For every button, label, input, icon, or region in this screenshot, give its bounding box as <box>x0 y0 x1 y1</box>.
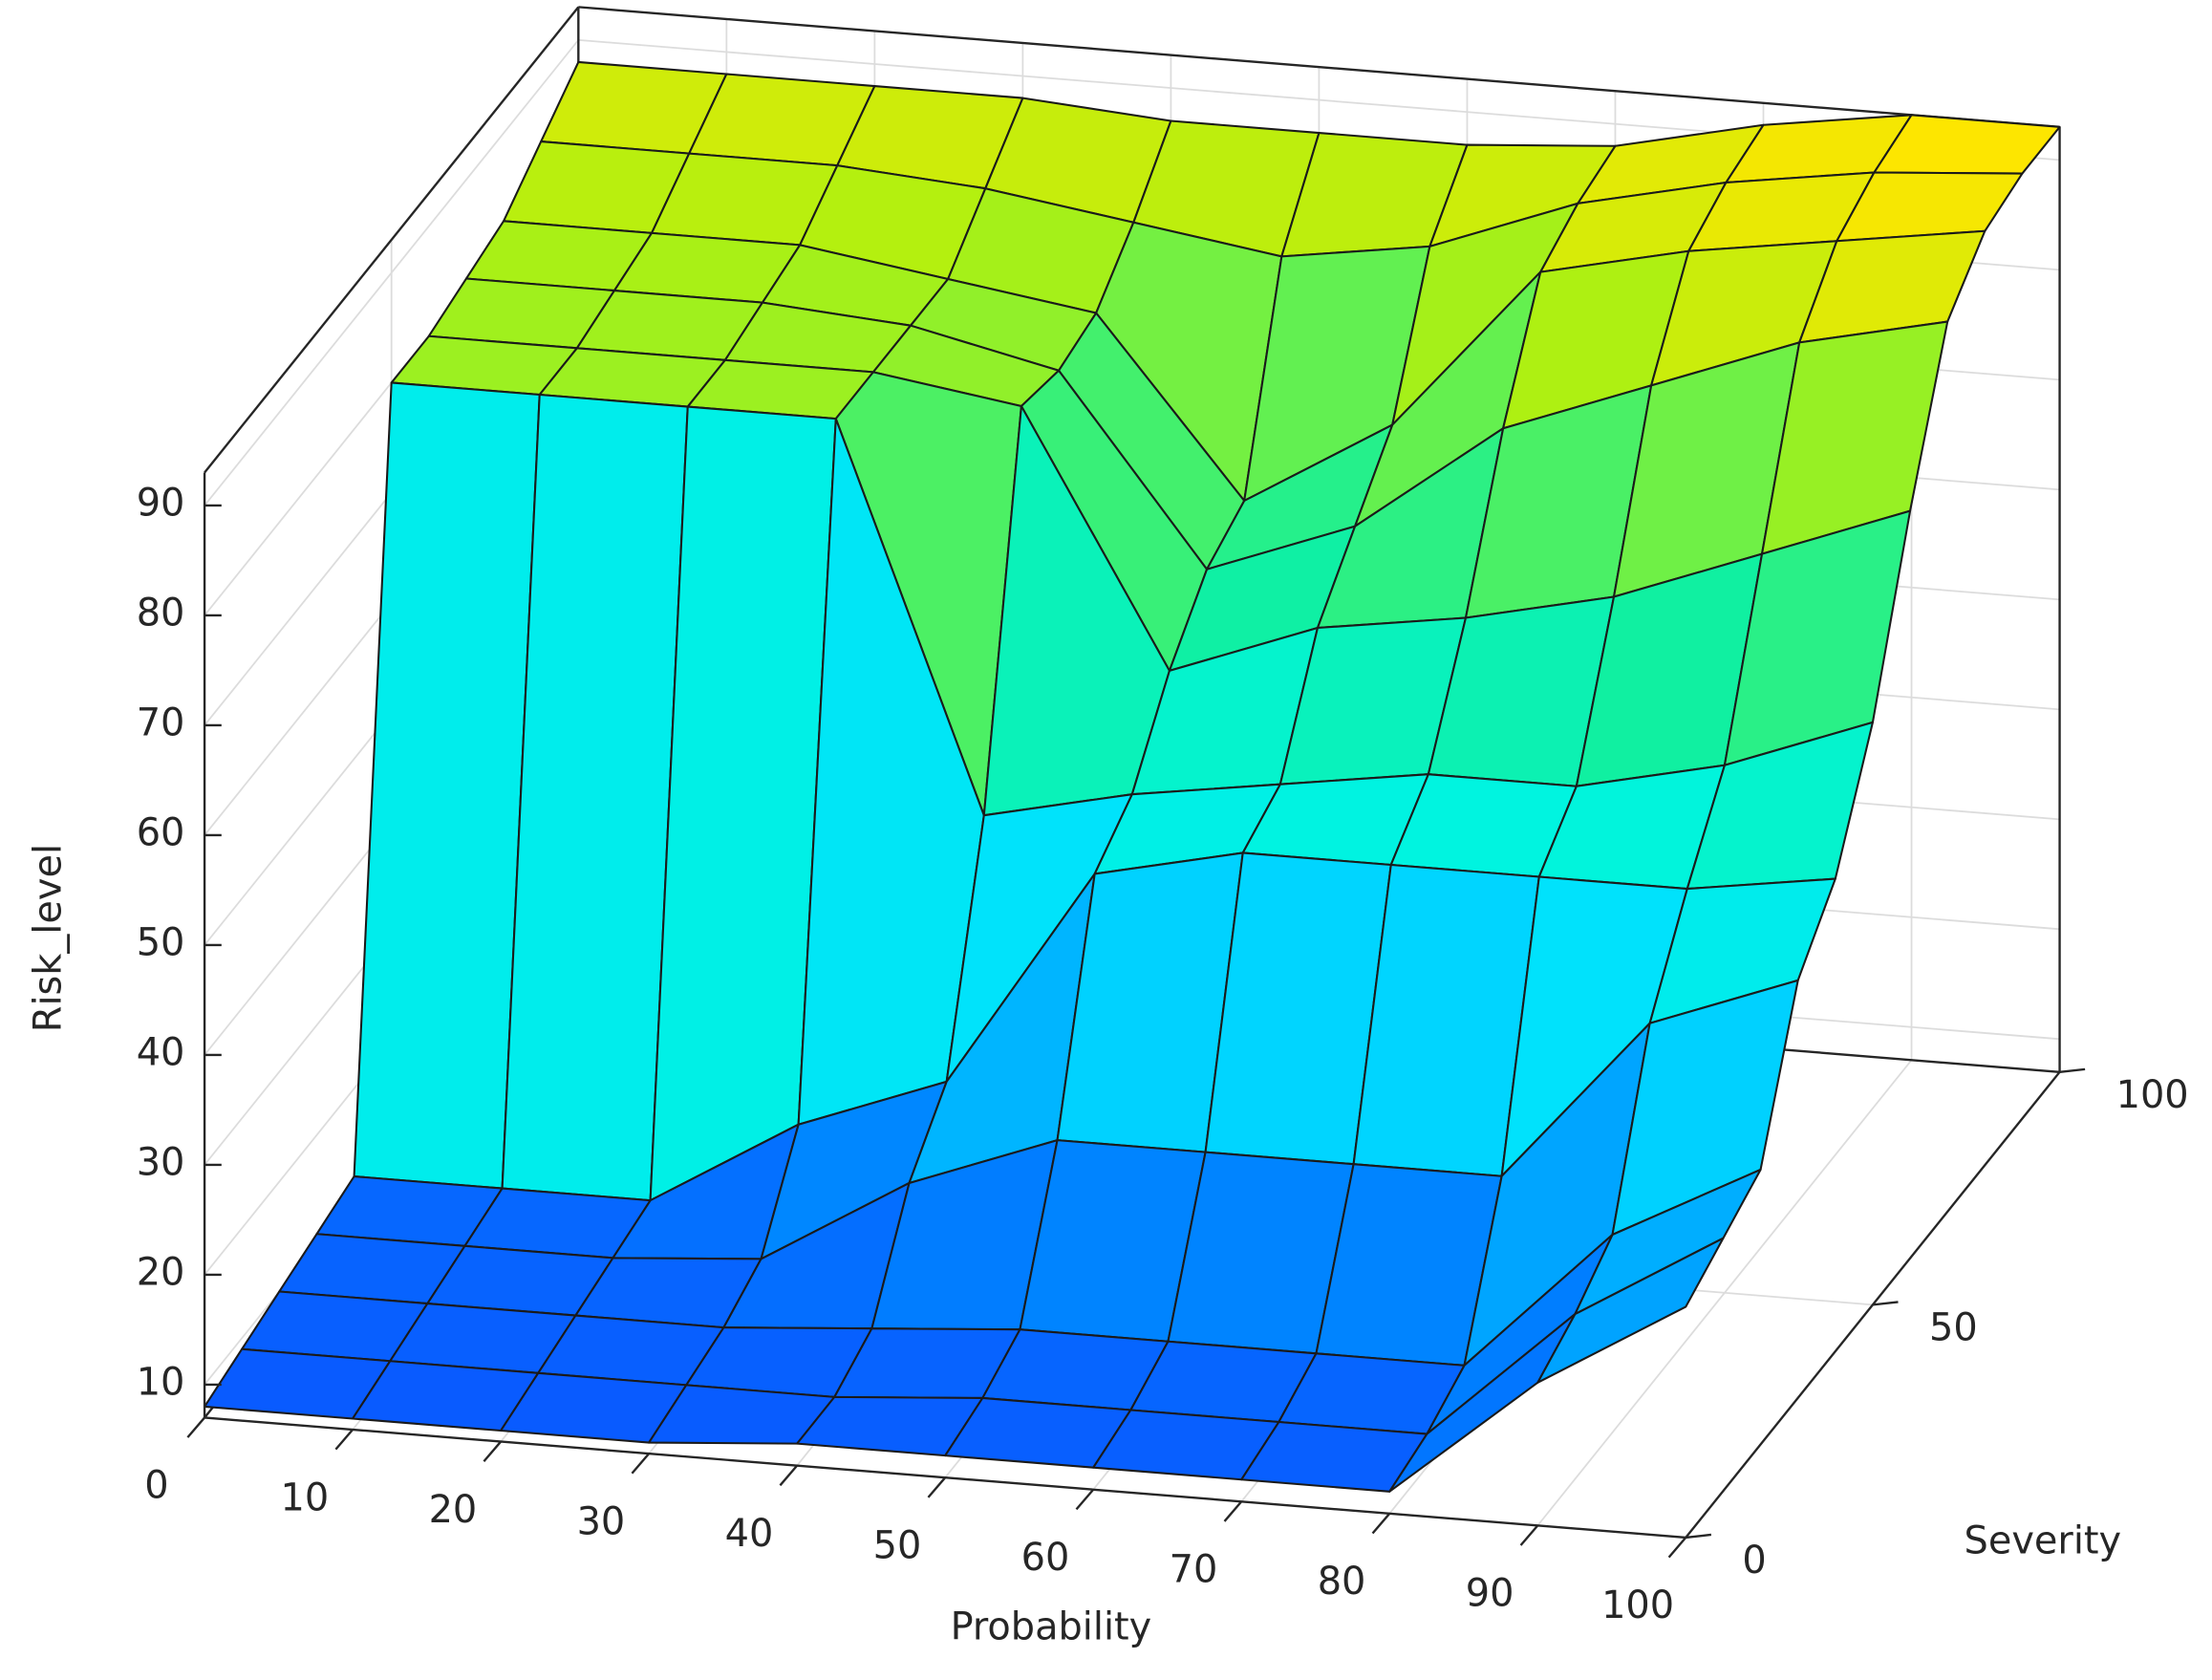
x-tick-label: 90 <box>1466 1572 1514 1616</box>
x-tick <box>927 1476 947 1498</box>
y-tick <box>1686 1533 1712 1540</box>
z-tick-label: 10 <box>137 1360 185 1404</box>
x-tick-label: 50 <box>873 1523 922 1567</box>
axes-labels: 10 20 30 40 50 60 70 80 90 0 10 20 30 40 50 60 70 80 90 100… <box>137 472 2189 1627</box>
y-tick <box>1872 1301 1899 1306</box>
y-tick <box>2059 1067 2086 1073</box>
x-tick-label: 30 <box>577 1499 626 1543</box>
z-tick-label: 20 <box>137 1250 185 1294</box>
z-tick-label: 70 <box>137 700 185 744</box>
z-tick-label: 30 <box>137 1140 185 1184</box>
x-tick-label: 100 <box>1601 1583 1674 1627</box>
x-tick-label: 70 <box>1170 1548 1218 1592</box>
x-tick <box>779 1464 799 1487</box>
surface-face <box>1536 1237 1725 1384</box>
y-tick-label: 100 <box>2116 1073 2189 1117</box>
z-axis-label: Risk_level <box>27 844 71 1032</box>
z-tick-label: 80 <box>137 591 185 635</box>
x-tick <box>1075 1488 1095 1511</box>
x-tick-label: 60 <box>1021 1536 1070 1580</box>
box-edge <box>204 6 580 474</box>
x-axis-label: Probability <box>951 1605 1152 1648</box>
x-tick-label: 0 <box>144 1464 168 1508</box>
box-edge <box>578 6 2060 129</box>
x-tick-label: 40 <box>725 1512 774 1556</box>
z-tick-label: 40 <box>137 1030 185 1074</box>
y-axis-label: Severity <box>1965 1518 2122 1562</box>
x-tick <box>334 1429 354 1451</box>
z-tick-label: 90 <box>137 481 185 525</box>
x-tick <box>1223 1500 1243 1522</box>
x-tick <box>186 1416 205 1438</box>
x-tick <box>483 1440 503 1462</box>
y-tick-label: 0 <box>1742 1539 1766 1583</box>
x-tick <box>1371 1513 1391 1535</box>
x-tick-label: 10 <box>281 1475 330 1519</box>
x-tick <box>1519 1524 1539 1546</box>
z-tick-label: 60 <box>137 810 185 854</box>
surface <box>204 60 2061 1493</box>
y-tick-label: 50 <box>1929 1305 1978 1349</box>
x-tick-label: 80 <box>1318 1560 1366 1604</box>
x-tick <box>631 1453 651 1475</box>
x-tick <box>1667 1537 1687 1559</box>
x-tick-label: 20 <box>429 1488 478 1532</box>
z-tick-label: 50 <box>137 920 185 964</box>
